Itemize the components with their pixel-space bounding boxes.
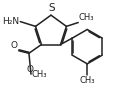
Text: CH₃: CH₃ xyxy=(79,76,95,85)
Text: CH₃: CH₃ xyxy=(31,70,47,79)
Text: S: S xyxy=(48,3,55,13)
Text: CH₃: CH₃ xyxy=(79,13,94,22)
Text: O: O xyxy=(11,41,18,50)
Text: H₂N: H₂N xyxy=(2,17,19,26)
Text: O: O xyxy=(27,65,34,74)
